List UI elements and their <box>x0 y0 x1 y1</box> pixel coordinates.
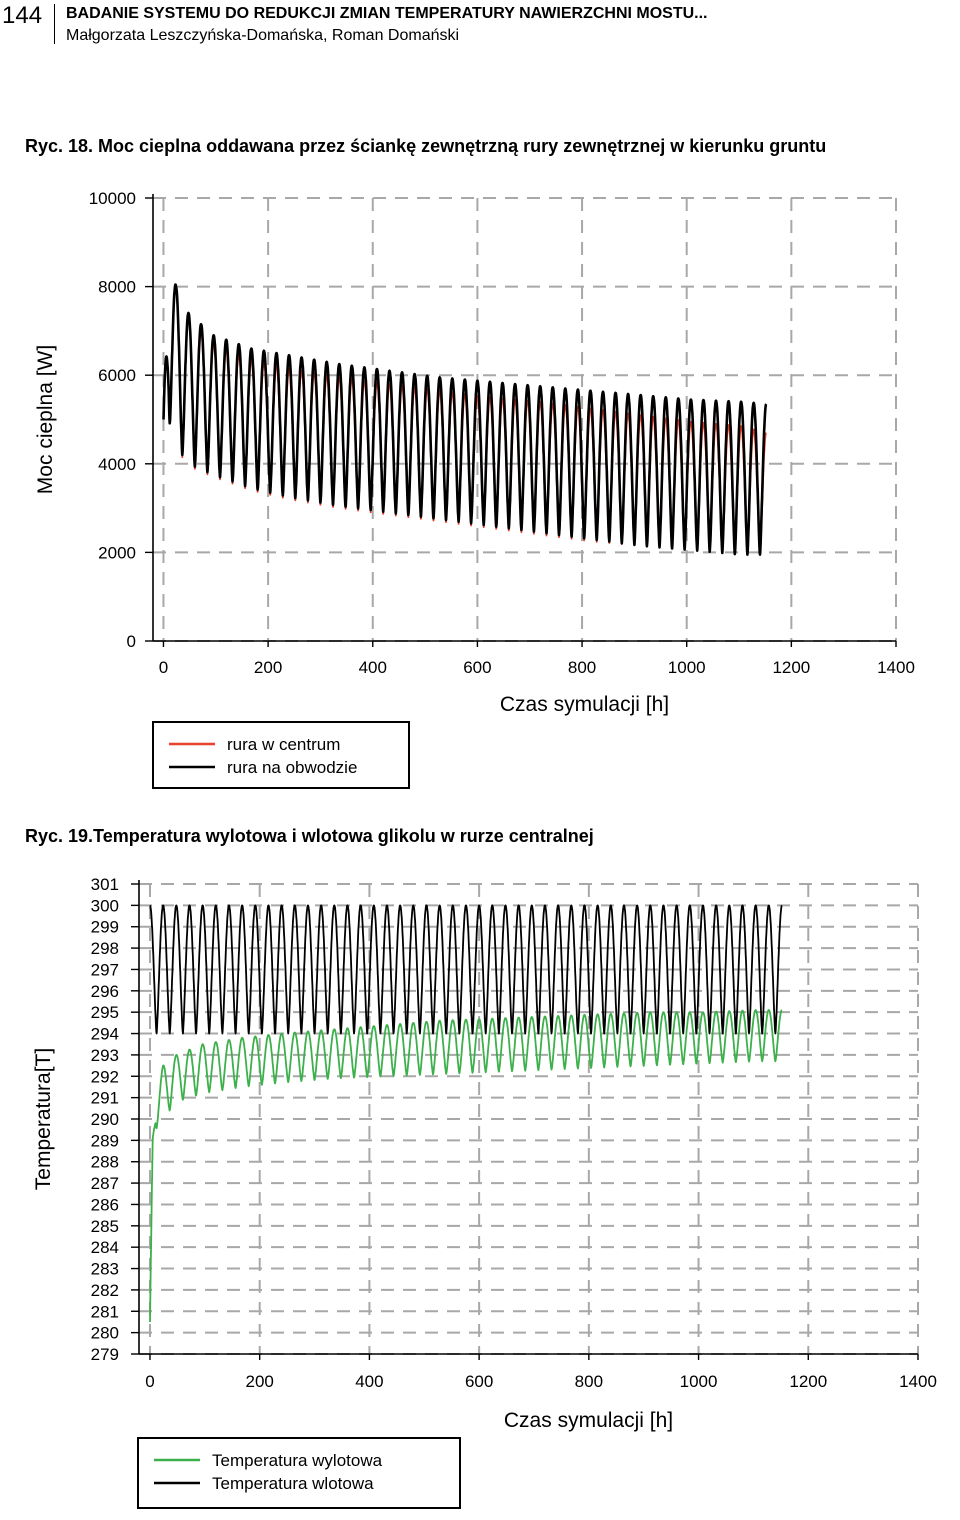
x-tick-label: 1200 <box>772 658 810 677</box>
y-axis-label: Moc cieplna [W] <box>34 345 57 494</box>
series-line-temperatura-wlotowa <box>149 904 783 1035</box>
series-line-rura-w-centrum <box>162 285 767 556</box>
x-tick-label: 0 <box>159 658 168 677</box>
x-tick-label: 1400 <box>877 658 915 677</box>
figure-18-caption: Ryc. 18. Moc cieplna oddawana przez ścia… <box>25 136 826 157</box>
page-header: 144 BADANIE SYSTEMU DO REDUKCJI ZMIAN TE… <box>0 0 960 48</box>
x-axis-label: Czas symulacji [h] <box>504 1409 673 1432</box>
y-tick-label: 292 <box>91 1067 119 1086</box>
series-line-temperatura-wylotowa <box>149 1009 783 1323</box>
legend-label: rura na obwodzie <box>227 758 357 777</box>
legend-label: rura w centrum <box>227 735 340 754</box>
y-tick-label: 301 <box>91 875 119 894</box>
x-tick-label: 600 <box>463 658 491 677</box>
x-tick-label: 800 <box>575 1372 603 1391</box>
legend-box <box>152 721 410 789</box>
header-divider <box>54 4 55 44</box>
figure-19-caption: Ryc. 19.Temperatura wylotowa i wlotowa g… <box>25 826 594 847</box>
legend-label: Temperatura wlotowa <box>212 1474 374 1493</box>
running-authors: Małgorzata Leszczyńska-Domańska, Roman D… <box>66 27 460 44</box>
y-tick-label: 294 <box>91 1025 119 1044</box>
y-axis-label: Temperatura[T] <box>32 1048 55 1190</box>
figure-18-chart: 0 2000 4000 6000 8000 10000 0 200 400 600 800 1000 1… <box>34 189 915 789</box>
chart-legend: rura w centrum rura na obwodzie <box>152 721 410 789</box>
x-tick-label: 400 <box>355 1372 383 1391</box>
x-tick-label: 800 <box>568 658 596 677</box>
y-tick-label: 286 <box>91 1195 119 1214</box>
y-tick-label: 300 <box>91 896 119 915</box>
y-tick-label: 290 <box>91 1110 119 1129</box>
y-tick-label: 291 <box>91 1089 119 1108</box>
y-tick-label: 6000 <box>98 366 136 385</box>
legend-box <box>137 1437 461 1509</box>
running-title: BADANIE SYSTEMU DO REDUKCJI ZMIAN TEMPER… <box>66 5 708 22</box>
x-axis-label: Czas symulacji [h] <box>500 693 669 716</box>
y-tick-label: 297 <box>91 960 119 979</box>
figure-19-caption-text: Ryc. 19.Temperatura wylotowa i wlotowa g… <box>25 826 594 846</box>
y-tick-label: 288 <box>91 1153 119 1172</box>
y-tick-label: 287 <box>91 1174 119 1193</box>
y-tick-label: 8000 <box>98 278 136 297</box>
figure-18-caption-text: Ryc. 18. Moc cieplna oddawana przez ścia… <box>25 136 827 156</box>
y-tick-label: 285 <box>91 1217 119 1236</box>
legend-label: Temperatura wylotowa <box>212 1451 383 1470</box>
y-tick-label: 281 <box>91 1302 119 1321</box>
y-tick-label: 283 <box>91 1260 119 1279</box>
x-tick-label: 400 <box>359 658 387 677</box>
y-tick-label: 2000 <box>98 543 136 562</box>
y-tick-label: 284 <box>91 1238 119 1257</box>
y-tick-label: 10000 <box>89 189 136 208</box>
y-tick-label: 280 <box>91 1324 119 1343</box>
y-tick-label: 293 <box>91 1046 119 1065</box>
y-tick-label: 298 <box>91 939 119 958</box>
y-tick-label: 299 <box>91 918 119 937</box>
series-line-rura-na-obwodzie <box>162 283 768 556</box>
x-tick-label: 1000 <box>668 658 706 677</box>
chart-legend: Temperatura wylotowa Temperatura wlotowa <box>137 1437 461 1509</box>
x-tick-label: 1200 <box>789 1372 827 1391</box>
x-tick-label: 1400 <box>899 1372 937 1391</box>
y-tick-label: 4000 <box>98 455 136 474</box>
y-tick-label: 289 <box>91 1131 119 1150</box>
y-tick-label: 282 <box>91 1281 119 1300</box>
y-tick-label: 0 <box>127 632 136 651</box>
x-tick-label: 0 <box>145 1372 154 1391</box>
x-tick-label: 200 <box>254 658 282 677</box>
x-tick-label: 600 <box>465 1372 493 1391</box>
y-tick-label: 295 <box>91 1003 119 1022</box>
page-number: 144 <box>2 2 43 29</box>
x-tick-label: 1000 <box>680 1372 718 1391</box>
x-tick-label: 200 <box>246 1372 274 1391</box>
figure-19-chart: 279 280 281 282 283 284 285 286 287 288 289 290 291 2… <box>32 875 937 1509</box>
y-tick-label: 279 <box>91 1345 119 1364</box>
y-tick-label: 296 <box>91 982 119 1001</box>
